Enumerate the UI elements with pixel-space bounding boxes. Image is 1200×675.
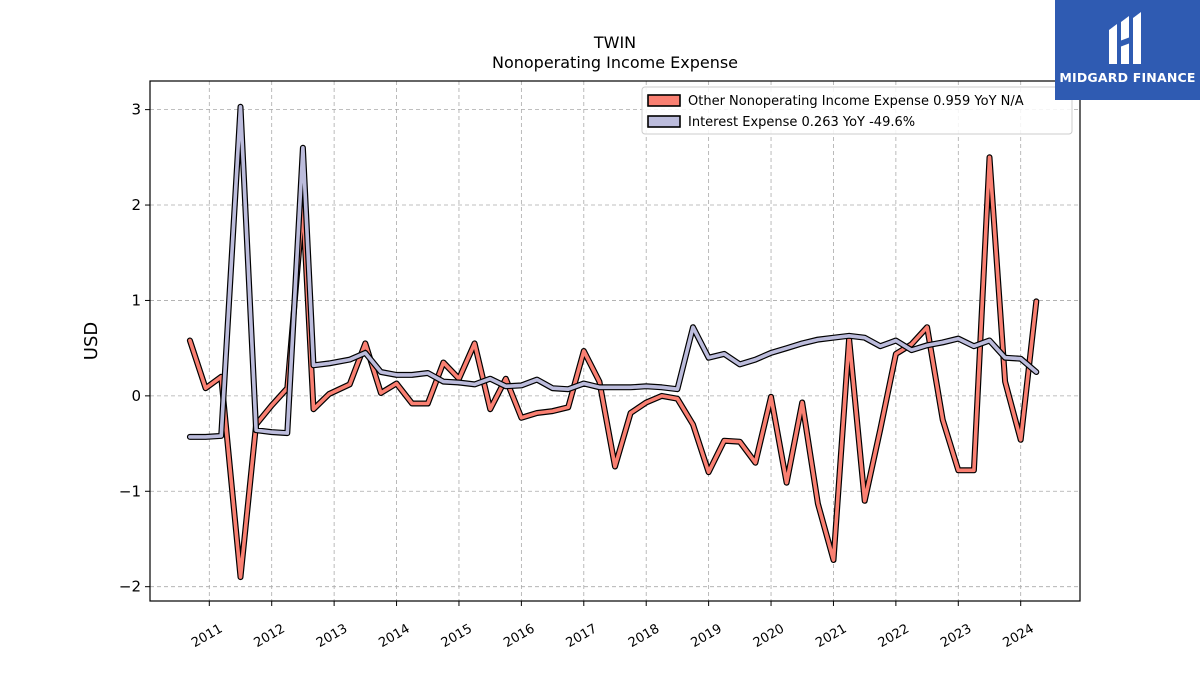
legend-label-other-nonoperating: Other Nonoperating Income Expense 0.959 …: [688, 94, 1024, 109]
logo-mark-icon: [1109, 12, 1141, 64]
y-tick-label: 2: [131, 196, 141, 214]
chart-title: TWIN: [593, 33, 636, 52]
y-tick-label: 3: [131, 101, 141, 119]
brand-name: MIDGARD FINANCE: [1059, 70, 1196, 85]
legend: Other Nonoperating Income Expense 0.959 …: [641, 86, 1073, 135]
legend-swatch-interest-expense: [647, 115, 681, 128]
legend-label-interest-expense: Interest Expense 0.263 YoY -49.6%: [688, 115, 915, 130]
y-tick-label: −1: [119, 482, 141, 500]
series-line-1: [188, 105, 1039, 439]
plot-frame: [149, 80, 1081, 602]
y-tick-label: 1: [131, 291, 141, 309]
chart-subtitle: Nonoperating Income Expense: [492, 53, 738, 72]
legend-box: [641, 86, 1073, 135]
y-tick-label: −2: [119, 578, 141, 596]
series-line-0: [188, 155, 1039, 579]
legend-swatch-other-nonoperating: [647, 94, 681, 107]
series-layer: [186, 103, 1040, 581]
y-axis-label: USD: [81, 322, 102, 360]
y-tick-label: 0: [131, 387, 141, 405]
brand-logo: MIDGARD FINANCE: [1055, 0, 1200, 100]
